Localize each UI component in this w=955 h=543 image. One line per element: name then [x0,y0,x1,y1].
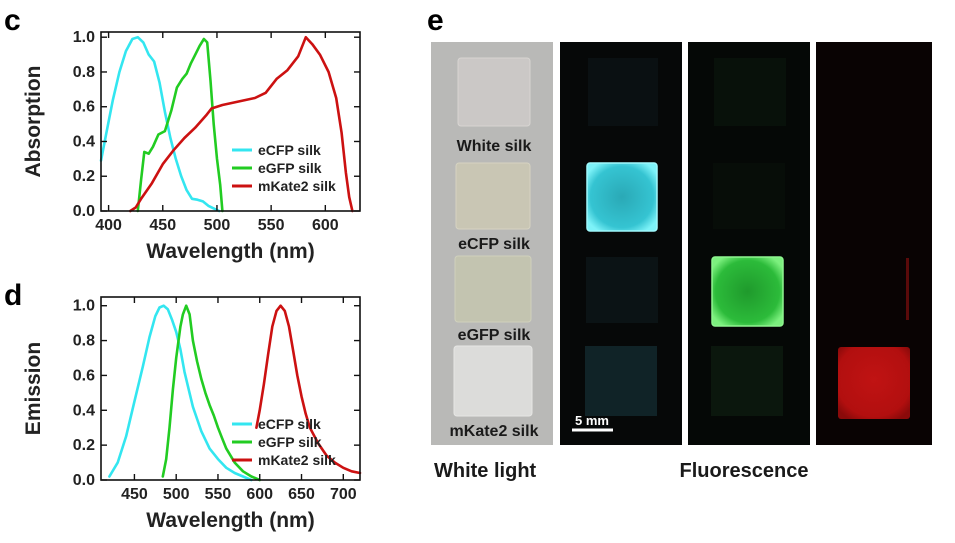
legend-label: mKate2 silk [258,178,336,194]
x-tick-label: 500 [163,486,190,503]
y-tick-label: 0.8 [73,333,95,350]
x-tick-label: 500 [204,217,231,234]
plot-frame [100,296,361,481]
green-egfp-glow-square [711,256,784,327]
green-mkate2-square [711,346,783,416]
white-silk-label: White silk [457,138,532,155]
ecfp-silk-square [455,162,531,230]
x-tick-label: 650 [288,486,315,503]
series-line-egfp-silk [136,37,224,213]
series-line-egfp-silk [161,304,261,482]
x-axis-label: Wavelength (nm) [146,509,314,532]
x-axis-label: Wavelength (nm) [146,240,314,263]
x-tick-label: 700 [330,486,357,503]
egfp-silk-square [454,255,532,323]
panel-letter-d: d [4,279,22,312]
y-axis-label: Emission [22,342,45,435]
scale-bar-label: 5 mm [575,413,609,428]
y-tick-label: 0.6 [73,99,95,116]
x-tick-label: 400 [95,217,122,234]
red-edge-streak [906,258,909,320]
legend-label: eCFP silk [258,142,321,158]
x-tick-label: 600 [312,217,339,234]
legend-label: eGFP silk [258,434,322,450]
panel-letter-e: e [427,4,444,37]
y-tick-label: 0.8 [73,64,95,81]
mkate2-silk-label: mKate2 silk [450,423,539,440]
ecfp-silk-label: eCFP silk [458,236,530,253]
photo-panel: White silk eCFP silk eGFP silk mKate2 si… [431,42,932,482]
absorption-chart: 400 450 500 550 600 0.0 0.2 0.4 0.6 0.8 1.0 Wavelen… [22,29,361,263]
mkate2-silk-square [453,345,533,417]
cyan-mkate2-square [585,346,657,416]
y-tick-label: 0.4 [73,402,95,419]
x-tick-label: 450 [149,217,176,234]
y-tick-label: 0.2 [73,168,95,185]
white-silk-square [457,57,531,127]
y-tick-label: 0.0 [73,203,95,220]
green-ecfp-square [713,163,785,229]
y-tick-label: 1.0 [73,298,95,315]
legend-label: eGFP silk [258,160,322,176]
legend-label: eCFP silk [258,416,321,432]
series-line-mkate2-silk [129,35,354,213]
y-tick-label: 0.4 [73,133,95,150]
emission-chart: 450 500 550 600 650 700 0.0 0.2 0.4 0.6 0.8 1.0 Wave… [22,296,362,532]
x-tick-label: 550 [258,217,285,234]
red-mkate2-glow-square [838,347,910,419]
x-tick-label: 550 [205,486,232,503]
series-line-ecfp-silk [99,35,221,213]
green-white-silk-square [714,58,786,126]
x-tick-label: 450 [121,486,148,503]
caption-fluorescence: Fluorescence [680,460,809,482]
y-tick-label: 1.0 [73,29,95,46]
panel-letter-c: c [4,4,21,37]
y-axis-label: Absorption [22,66,45,178]
cyan-egfp-square [586,257,658,323]
x-tick-label: 600 [246,486,273,503]
series-line-mkate2-silk [255,304,362,475]
cyan-ecfp-glow-square [586,162,658,232]
y-tick-label: 0.2 [73,437,95,454]
caption-white-light: White light [434,460,537,482]
y-tick-label: 0.0 [73,472,95,489]
plot-frame [100,31,361,212]
egfp-silk-label: eGFP silk [458,327,531,344]
y-tick-label: 0.6 [73,367,95,384]
cyan-white-silk-square [588,58,658,126]
legend-label: mKate2 silk [258,452,336,468]
